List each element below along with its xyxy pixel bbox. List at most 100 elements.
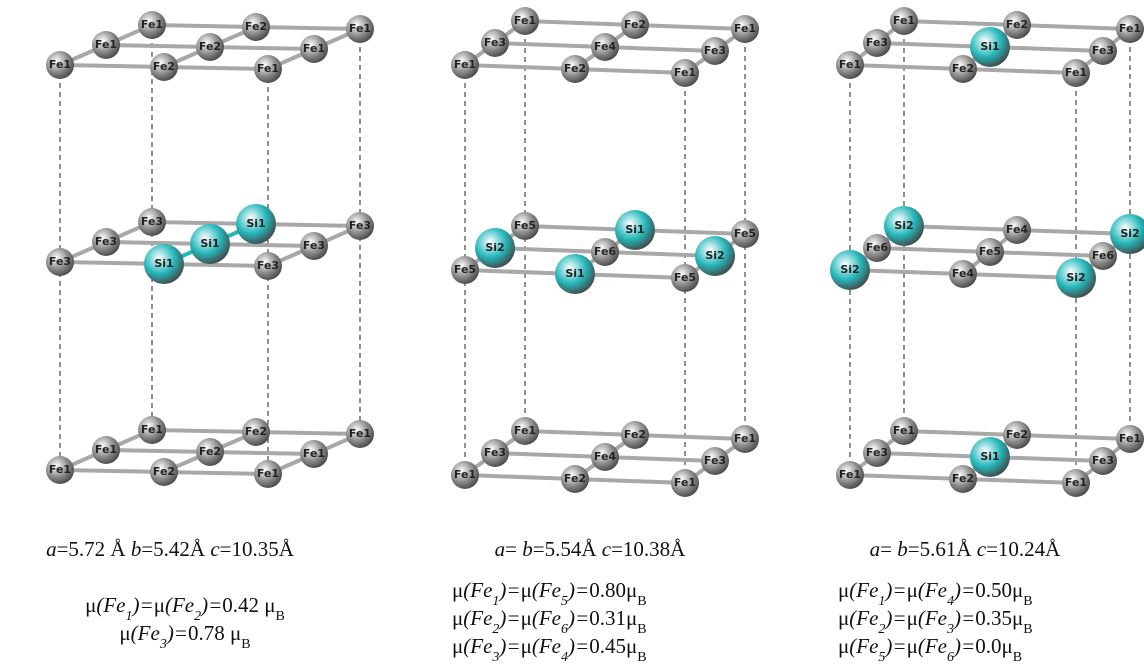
caption-text: 0.42 μ — [222, 593, 275, 617]
atom-label: Fe1 — [95, 443, 117, 456]
atom: Fe2 — [196, 438, 224, 466]
atom: Fe1 — [671, 469, 699, 497]
bond — [635, 25, 745, 29]
atom-label: Fe2 — [153, 465, 175, 478]
atom-label: Si1 — [565, 267, 584, 280]
atom-label: Si2 — [1066, 271, 1085, 284]
atom-label: Fe1 — [893, 14, 915, 27]
atom: Fe1 — [1062, 469, 1090, 497]
atom-label: Fe1 — [1119, 22, 1141, 35]
atom-label: Si2 — [894, 219, 913, 232]
bond — [1017, 25, 1130, 29]
caption-text: (Fe — [532, 578, 561, 602]
atom-label: Fe2 — [624, 428, 646, 441]
atom: Fe1 — [138, 416, 166, 444]
atom: Fe1 — [254, 55, 282, 83]
bond — [152, 25, 256, 27]
atom: Fe3 — [1089, 37, 1117, 65]
atom-label: Fe3 — [303, 239, 325, 252]
atom-label: Fe3 — [257, 259, 279, 272]
atom-label: Fe3 — [95, 235, 117, 248]
atom: Fe6 — [591, 238, 619, 266]
bond — [164, 472, 268, 474]
caption-text: 0.0μ — [975, 634, 1013, 658]
atom: Fe3 — [701, 37, 729, 65]
caption-text: =10.38Å — [611, 537, 686, 561]
atom-label: Fe1 — [454, 468, 476, 481]
caption-line: μ(Fe5)=μ(Fe6)=0.0μB — [838, 634, 1022, 665]
caption-text: 4 — [561, 650, 568, 665]
atom-label: Fe1 — [1065, 476, 1087, 489]
atom: Fe3 — [1089, 447, 1117, 475]
atom-label: Fe2 — [952, 472, 974, 485]
bond — [605, 47, 715, 51]
bond — [60, 470, 164, 472]
bond — [525, 21, 635, 25]
atom-label: Fe2 — [199, 40, 221, 53]
atom-label: Fe5 — [674, 271, 696, 284]
caption-text: (Fe — [131, 621, 160, 645]
bond — [635, 435, 745, 439]
atom-label: Fe1 — [839, 58, 861, 71]
atom-label: Fe1 — [257, 467, 279, 480]
caption-text: 6 — [561, 622, 568, 637]
caption-text: (Fe — [918, 634, 947, 658]
bond — [850, 475, 963, 479]
caption-text: μ — [521, 578, 532, 602]
figure: Fe1Fe2Fe1Fe1Fe2Fe1Fe1Fe2Fe1Fe3Si1Fe3Fe3S… — [0, 0, 1144, 666]
caption-line: a=5.72 Å b=5.42Å c=10.35Å — [46, 537, 295, 561]
caption-text: a — [870, 537, 881, 561]
atom: Fe1 — [671, 59, 699, 87]
caption-text: 0.31μ — [589, 606, 637, 630]
atom: Fe1 — [1062, 59, 1090, 87]
caption-text: μ — [521, 606, 532, 630]
atom-label: Fe2 — [245, 425, 267, 438]
atom: Fe2 — [150, 458, 178, 486]
caption-text: )= — [498, 634, 520, 658]
atom: Fe1 — [451, 51, 479, 79]
caption-text: μ — [521, 634, 532, 658]
caption-text: =10.35Å — [220, 537, 295, 561]
caption-text: 1 — [878, 594, 885, 609]
caption-text: (Fe — [532, 634, 561, 658]
atom: Fe2 — [949, 465, 977, 493]
caption-text: 2 — [492, 622, 499, 637]
atom: Fe1 — [300, 440, 328, 468]
caption-text: B — [1023, 594, 1032, 609]
caption-text: (Fe — [849, 578, 878, 602]
atoms: Fe1Fe2Fe1Fe1Fe2Fe1Fe1Fe2Fe1Fe3Si1Fe3Fe3S… — [46, 7, 1144, 497]
atom-label: Si1 — [246, 217, 265, 230]
atom: Fe1 — [890, 7, 918, 35]
captions: a=5.72 Å b=5.42Å c=10.35Åμ(Fe1)=μ(Fe2)=0… — [46, 537, 1061, 665]
atom: Fe1 — [890, 417, 918, 445]
caption-text: μ — [838, 606, 849, 630]
atom: Fe4 — [591, 33, 619, 61]
atom: Fe1 — [731, 15, 759, 43]
atom: Fe1 — [138, 11, 166, 39]
atom: Fe2 — [242, 13, 270, 41]
atom: Si2 — [1056, 258, 1096, 298]
bond — [106, 450, 210, 452]
caption-text: B — [1013, 650, 1022, 665]
caption-text: μ — [154, 593, 165, 617]
atom-label: Fe1 — [514, 14, 536, 27]
bond — [256, 432, 360, 434]
atom-label: Fe1 — [49, 463, 71, 476]
atom: Si2 — [475, 228, 515, 268]
atom-label: Fe1 — [893, 424, 915, 437]
caption-text: =5.72 Å — [57, 537, 131, 561]
atom: Fe5 — [976, 238, 1004, 266]
caption-line: μ(Fe3)=μ(Fe4)=0.45μB — [452, 634, 647, 665]
atom: Fe3 — [701, 447, 729, 475]
caption-text: μ — [85, 593, 96, 617]
atom: Fe2 — [150, 53, 178, 81]
atom-label: Si1 — [980, 450, 999, 463]
caption-text: B — [1023, 622, 1032, 637]
caption-text: )= — [567, 634, 589, 658]
atom: Fe6 — [1089, 242, 1117, 270]
bond — [164, 67, 268, 69]
atom: Fe1 — [346, 15, 374, 43]
atom: Fe5 — [511, 212, 539, 240]
atom: Fe1 — [511, 417, 539, 445]
caption-text: b — [131, 537, 142, 561]
